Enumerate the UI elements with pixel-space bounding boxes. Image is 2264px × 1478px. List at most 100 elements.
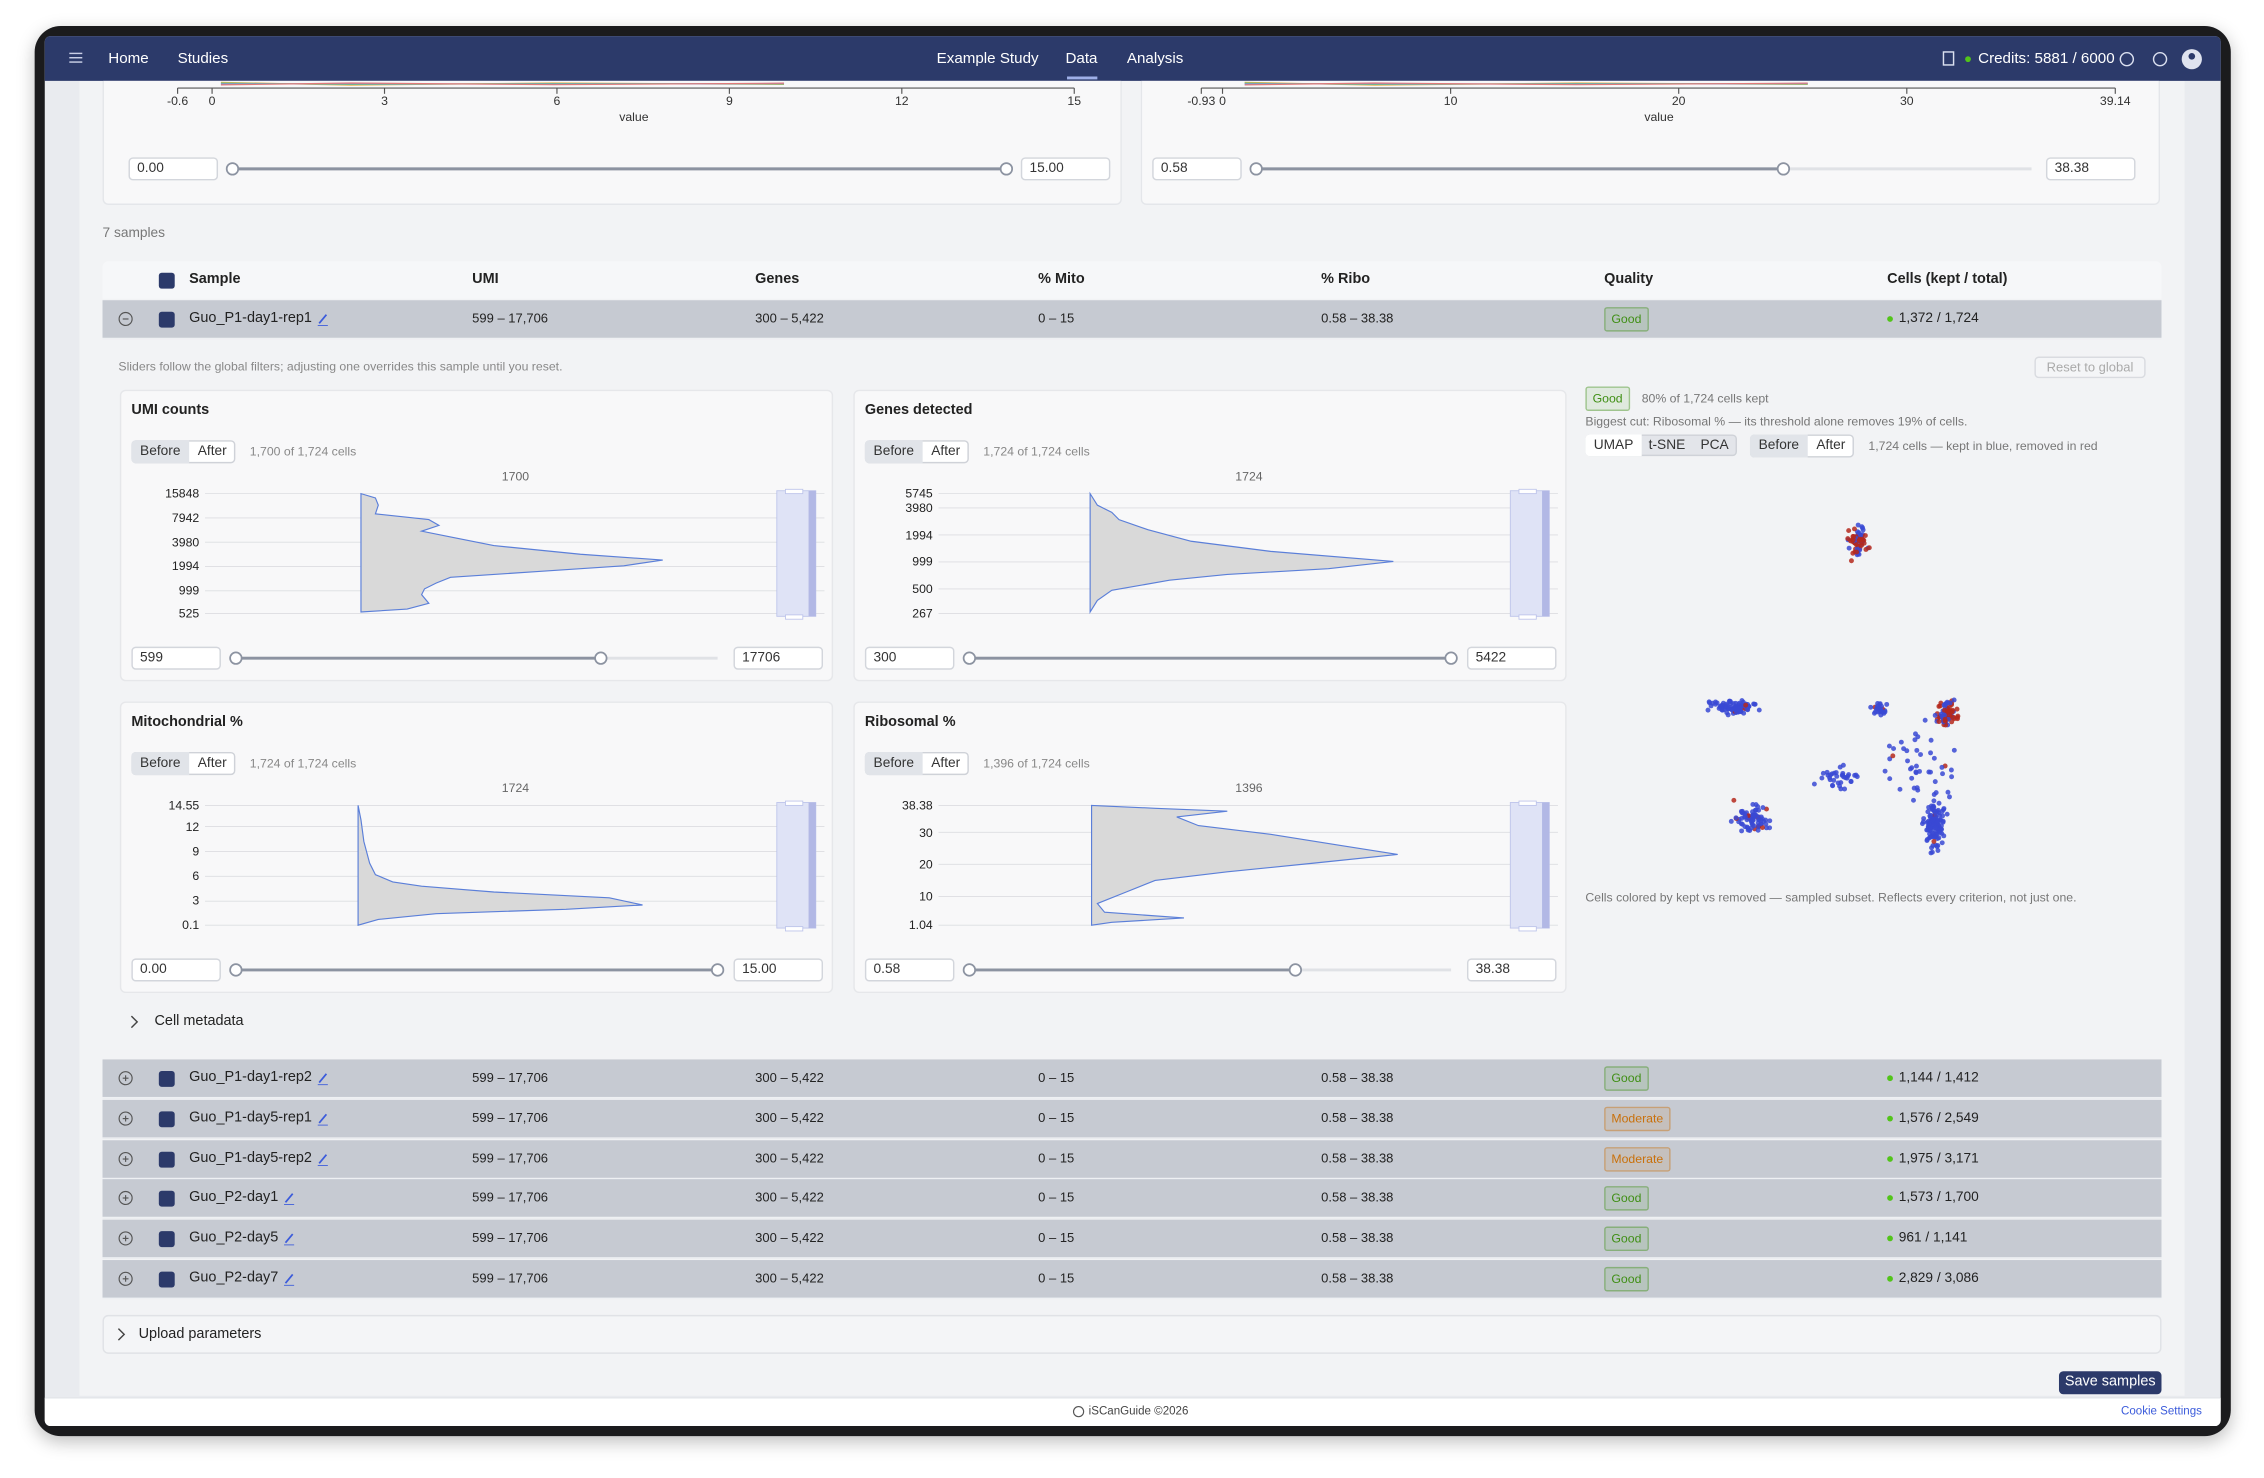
input-value[interactable]: 0.00 [137,160,164,177]
view-option[interactable]: t-SNE [1648,436,1686,453]
input-value[interactable]: 17706 [742,649,781,666]
cell-dot [1898,739,1904,745]
quality-badge: Good [1604,1226,1649,1251]
toggle-option[interactable]: After [931,755,961,772]
toggle-option[interactable]: After [197,755,227,772]
nav-tab[interactable]: Data [1065,50,1098,68]
y-tick-label: 3980 [905,500,933,515]
toggle-selected[interactable] [864,440,923,464]
checkbox[interactable] [158,1110,174,1127]
cell-dot [1917,768,1922,774]
checkbox[interactable] [158,272,174,288]
checkbox[interactable] [158,1230,174,1247]
input-value[interactable]: 599 [140,649,163,666]
number-input[interactable] [864,646,955,670]
cell-dot [1767,818,1773,824]
cell-dot [1884,701,1890,707]
cell-dot [1842,786,1848,792]
number-input[interactable] [2045,157,2136,181]
toggle-option[interactable]: Before [873,755,914,772]
x-tick-label: 39.14 [2099,93,2131,108]
number-input[interactable] [1466,646,1557,670]
number-input[interactable] [128,157,219,181]
y-tick-label: 1994 [905,527,933,542]
nav-tab[interactable]: Example Study [936,50,1039,68]
toggle-option[interactable]: Before [140,443,181,460]
toggle-selected[interactable] [131,440,190,464]
view-option[interactable]: UMAP [1593,436,1634,453]
toggle-option[interactable]: Before [873,443,914,460]
save-button-label[interactable]: Save samples [2064,1374,2156,1390]
cell-dot [1859,542,1864,548]
toggle-selected[interactable] [1749,433,1808,457]
navbar [44,36,2221,81]
checkbox[interactable] [158,1070,174,1087]
input-value[interactable]: 38.38 [1475,961,1510,978]
checkbox[interactable] [158,1270,174,1287]
toggle-option[interactable]: After [197,443,227,460]
toggle-selected[interactable] [864,751,923,776]
number-input[interactable] [733,958,824,982]
cell-dot [1755,827,1761,833]
y-tick-label: 15848 [165,486,200,501]
number-input[interactable] [1152,157,1242,181]
table-cell: 0 – 15 [1038,1110,1075,1126]
number-input[interactable] [733,646,824,670]
nav-link[interactable]: Studies [177,50,229,68]
cell-dot [1914,747,1920,753]
cookie-link[interactable]: Cookie Settings [2121,1404,2202,1418]
input-value[interactable]: 0.00 [140,961,167,978]
view-option[interactable]: PCA [1700,436,1729,453]
checkbox[interactable] [158,1151,174,1167]
slider-handle [1776,162,1791,176]
input-value[interactable]: 15.00 [742,961,777,978]
table-cell: 0.58 – 38.38 [1321,1151,1394,1166]
x-tick-label: 3 [381,93,388,108]
input-value[interactable]: 300 [873,649,897,666]
number-input[interactable] [1466,958,1557,982]
y-tick-label: 5745 [905,486,933,501]
cell-dot [1854,774,1860,780]
collapsible-title[interactable]: Cell metadata [154,1013,244,1030]
table-cell: 0 – 15 [1038,1190,1075,1205]
table-cell: 0 – 15 [1038,1151,1075,1166]
collapsible-title[interactable]: Upload parameters [138,1325,262,1342]
quality-badge: Good [1604,1066,1649,1091]
cell-dot [1831,770,1837,776]
nav-link[interactable]: Home [108,50,149,68]
checkbox[interactable] [158,1190,174,1206]
number-input[interactable] [864,958,955,982]
cell-dot [1750,822,1756,828]
checkbox[interactable] [158,311,174,327]
input-value[interactable]: 38.38 [2054,160,2089,177]
number-input[interactable] [131,958,221,982]
view-selected[interactable] [1585,434,1642,457]
cell-dot [1756,707,1762,713]
toggle-option[interactable]: Before [140,755,181,772]
toggle-option[interactable]: After [931,443,961,460]
save-button[interactable] [2058,1371,2162,1395]
reset-button[interactable] [2034,356,2146,379]
nav-tab[interactable]: Analysis [1126,50,1184,68]
table-cell: 0.58 – 38.38 [1321,1230,1394,1245]
column-header: Sample [189,271,241,288]
number-input[interactable] [131,646,221,670]
cell-dot [1955,716,1960,722]
reset-button-label[interactable]: Reset to global [2046,359,2134,374]
y-tick-label: 9 [192,843,200,859]
upload-parameters[interactable] [102,1314,2162,1354]
cell-dot [1831,777,1837,783]
input-value[interactable]: 0.58 [1160,160,1188,177]
cell-dot [1922,717,1928,723]
toggle-option[interactable]: After [1816,436,1846,453]
input-value[interactable]: 15.00 [1029,160,1064,177]
toggle-option[interactable]: Before [1758,436,1800,453]
edit-icon [318,1073,328,1084]
number-input[interactable] [1020,157,1111,181]
input-value[interactable]: 0.58 [873,961,901,978]
cell-dot [1846,772,1852,778]
cell-dot [1940,819,1946,825]
input-value[interactable]: 5422 [1475,649,1507,666]
cell-dot [1724,710,1730,716]
toggle-selected[interactable] [131,751,190,776]
